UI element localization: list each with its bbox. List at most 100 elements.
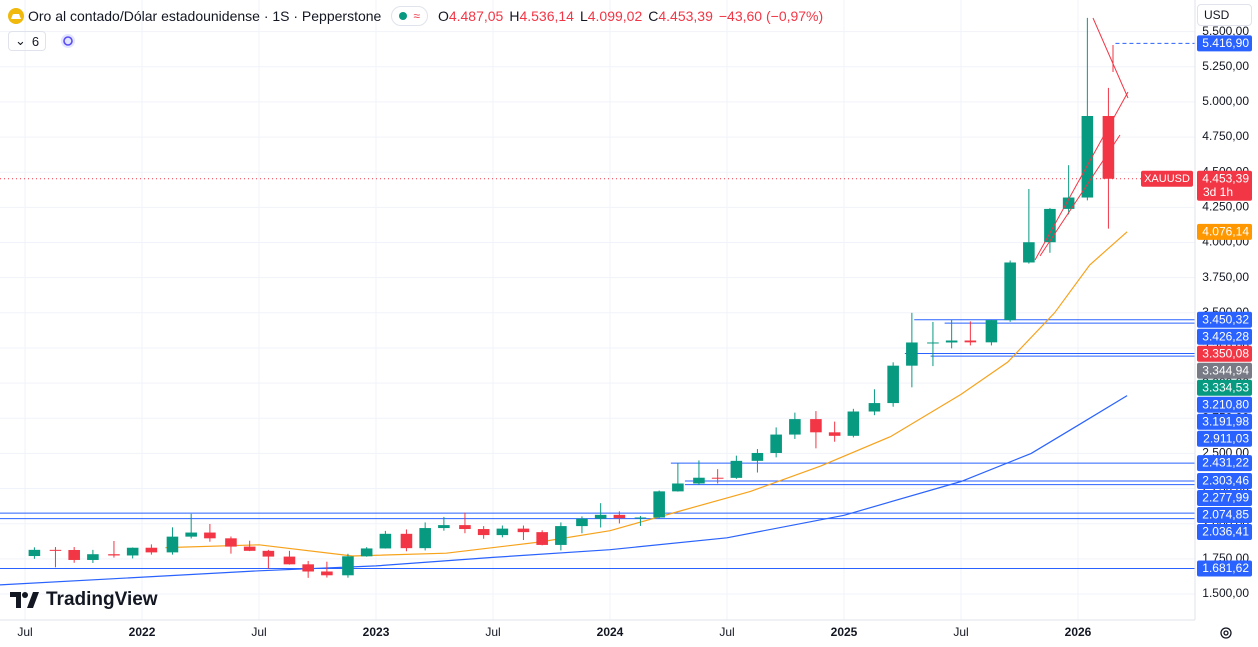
candle-body bbox=[711, 477, 724, 479]
price-tag-label: 3.334,53 bbox=[1202, 380, 1249, 394]
candle-body bbox=[1102, 115, 1115, 179]
candle-body bbox=[964, 340, 977, 343]
candle-body bbox=[887, 365, 899, 404]
x-tick-label: 2026 bbox=[1065, 625, 1092, 639]
x-tick-label: 2025 bbox=[831, 625, 858, 639]
price-tag-label: 3.426,28 bbox=[1202, 329, 1249, 343]
ohlc-value: 4.453,39 bbox=[658, 8, 713, 24]
indicator-count: 6 bbox=[31, 33, 40, 49]
y-tick-label: 5.500,00 bbox=[1202, 24, 1249, 38]
candle-body bbox=[594, 514, 607, 519]
price-tag bbox=[1197, 379, 1252, 396]
price-tag-label: 3.450,32 bbox=[1202, 312, 1249, 326]
candle-body bbox=[613, 514, 626, 519]
candle-body bbox=[204, 532, 216, 539]
x-tick-label: Jul bbox=[251, 625, 266, 639]
ohlc-value: 4.536,14 bbox=[519, 8, 574, 24]
y-tick-label: 5.250,00 bbox=[1202, 59, 1249, 73]
candle-body bbox=[459, 525, 471, 530]
candle-body bbox=[770, 434, 782, 453]
candle-body bbox=[1044, 208, 1056, 243]
price-tag-label: 3.191,98 bbox=[1202, 414, 1249, 428]
candle-body bbox=[1023, 242, 1035, 263]
candle-body bbox=[262, 550, 275, 557]
candle-body bbox=[225, 538, 237, 547]
y-tick-label: 5.000,00 bbox=[1202, 94, 1249, 108]
candle-body bbox=[1081, 115, 1094, 198]
price-tag-label: 2.911,03 bbox=[1203, 431, 1249, 445]
price-tag bbox=[1197, 413, 1252, 430]
price-tag bbox=[1197, 345, 1252, 362]
ohlc-key: C bbox=[648, 8, 659, 24]
indicators-toggle[interactable]: ⌄ 6 bbox=[8, 31, 47, 51]
candle-body bbox=[751, 452, 764, 461]
y-tick-label: 4.250,00 bbox=[1202, 200, 1249, 214]
refresh-icon[interactable] bbox=[60, 33, 76, 49]
price-tag bbox=[1197, 490, 1252, 507]
candle-body bbox=[400, 533, 413, 549]
price-tag bbox=[1197, 455, 1252, 472]
candle-body bbox=[145, 547, 158, 553]
candle-body bbox=[653, 491, 665, 518]
x-tick-label: Jul bbox=[953, 625, 968, 639]
price-tag-label: 3.344,94 bbox=[1202, 363, 1249, 377]
last-price-label: 4.453,39 bbox=[1202, 171, 1249, 185]
symbol-label: XAUUSD bbox=[1144, 173, 1190, 185]
moving-average bbox=[0, 395, 1128, 586]
candle-body bbox=[108, 554, 120, 556]
price-tag bbox=[1197, 473, 1252, 490]
candle-body bbox=[243, 546, 256, 551]
currency: USD bbox=[1204, 8, 1230, 22]
candle-body bbox=[283, 556, 296, 565]
price-tag-label: 2.074,85 bbox=[1202, 508, 1249, 522]
price-tag bbox=[1197, 430, 1252, 447]
candle-body bbox=[576, 518, 588, 527]
header: Oro al contado/Dólar estadounidense · 1S… bbox=[8, 6, 829, 26]
candle-body bbox=[927, 342, 939, 344]
y-tick-label: 1.500,00 bbox=[1202, 586, 1249, 600]
candle-body bbox=[1004, 262, 1016, 321]
ohlc-value: 4.099,02 bbox=[587, 8, 643, 24]
candle-body bbox=[49, 549, 62, 551]
candle-body bbox=[126, 547, 139, 556]
y-tick-label: 3.750,00 bbox=[1202, 270, 1249, 284]
moving-average bbox=[165, 231, 1128, 557]
last-price-tag bbox=[1197, 170, 1252, 201]
y-tick-label: 4.750,00 bbox=[1202, 129, 1249, 143]
price-tag bbox=[1197, 311, 1252, 328]
grid bbox=[0, 0, 1195, 620]
price-tag-label: 3.210,80 bbox=[1202, 397, 1249, 411]
price-tag-label: 1.681,62 bbox=[1202, 561, 1249, 575]
price-tag-label: 2.277,99 bbox=[1202, 491, 1249, 505]
ohlc-key: L bbox=[579, 8, 588, 24]
candle-body bbox=[985, 320, 998, 343]
ohlc-key: H bbox=[509, 8, 520, 24]
candle-body bbox=[730, 460, 743, 478]
countdown: 3d 1h bbox=[1203, 185, 1233, 199]
candle-body bbox=[496, 528, 509, 536]
price-tag bbox=[1197, 524, 1252, 541]
status-pill[interactable]: ≈ bbox=[391, 6, 428, 26]
candle-body bbox=[438, 525, 450, 529]
candle-body bbox=[185, 532, 197, 537]
candle-body bbox=[693, 477, 705, 484]
change: −43,60 (−0,97%) bbox=[718, 8, 824, 24]
candle-body bbox=[68, 549, 80, 560]
candle-body bbox=[379, 533, 392, 549]
candle-body bbox=[847, 411, 860, 436]
candle-body bbox=[906, 342, 918, 366]
candle-body bbox=[536, 532, 548, 545]
candle-body bbox=[342, 556, 354, 576]
candle-body bbox=[1062, 197, 1075, 209]
candle-body bbox=[672, 483, 684, 492]
candle-body bbox=[868, 403, 881, 412]
candle-body bbox=[517, 528, 530, 533]
price-tag-label: 3.350,08 bbox=[1202, 346, 1249, 360]
price-tag bbox=[1197, 328, 1252, 345]
currency-select[interactable]: USD bbox=[1197, 4, 1252, 26]
brand-logo: TradingView bbox=[10, 589, 158, 610]
settings-icon[interactable] bbox=[1220, 627, 1232, 639]
toolbar: ⌄ 6 bbox=[8, 31, 76, 51]
symbol-tag bbox=[1141, 170, 1193, 187]
